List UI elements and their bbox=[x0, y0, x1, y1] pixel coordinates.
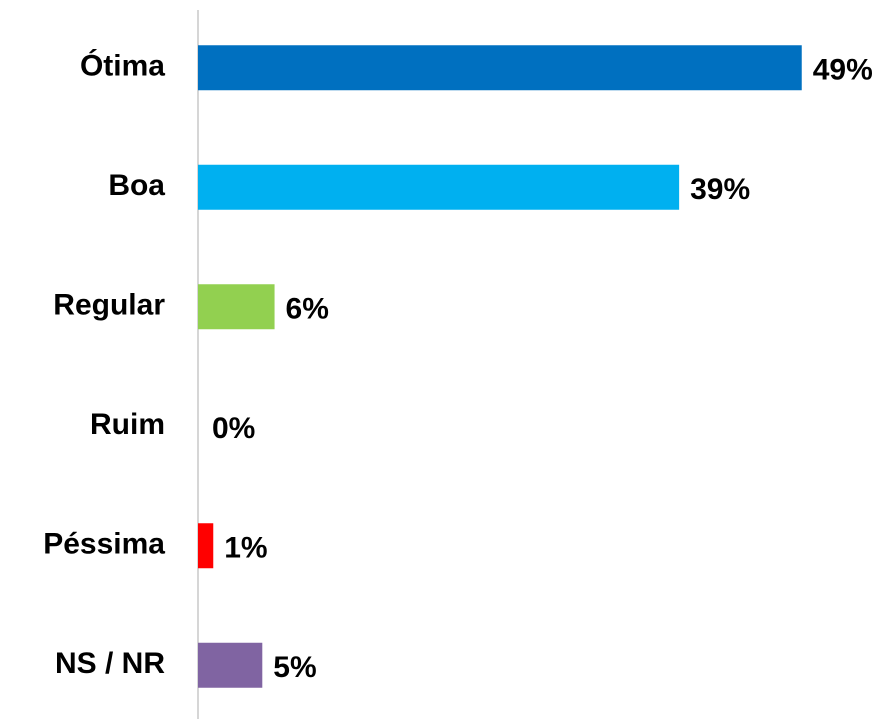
value-label: 6% bbox=[286, 293, 329, 326]
bar bbox=[198, 284, 275, 330]
category-label: Boa bbox=[108, 169, 165, 202]
category-label: NS / NR bbox=[55, 647, 165, 680]
category-label: Regular bbox=[53, 289, 165, 322]
value-label: 39% bbox=[690, 173, 750, 206]
category-label: Ruim bbox=[90, 408, 165, 441]
bar bbox=[198, 642, 263, 688]
bar bbox=[198, 164, 680, 210]
value-label: 5% bbox=[273, 651, 316, 684]
category-label: Ótima bbox=[80, 49, 165, 83]
bar bbox=[198, 523, 214, 569]
value-label: 0% bbox=[212, 412, 255, 445]
value-label: 49% bbox=[813, 54, 873, 87]
value-label: 1% bbox=[224, 532, 267, 565]
category-label: Péssima bbox=[43, 528, 165, 561]
bar bbox=[198, 45, 802, 91]
